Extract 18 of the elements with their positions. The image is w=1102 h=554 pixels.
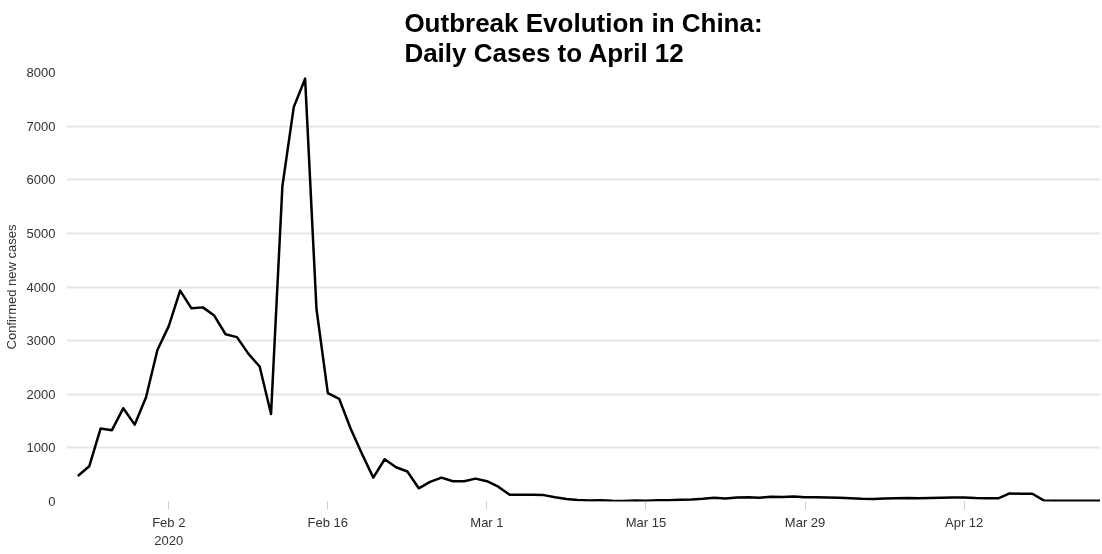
y-axis-title: Confirmed new cases — [3, 224, 19, 350]
x-tick-label: Mar 1 — [470, 514, 504, 530]
x-tick-label: Apr 12 — [945, 514, 984, 530]
x-tick-label: Feb 16 — [307, 514, 349, 530]
y-tick-label: 0 — [48, 494, 56, 509]
x-tick-label: Feb 2 2020 — [152, 514, 186, 548]
y-tick-label: 5000 — [26, 225, 56, 241]
line-series — [76, 77, 1100, 502]
x-tick-label: Mar 29 — [784, 514, 826, 530]
y-tick-label: 3000 — [26, 333, 56, 349]
chart-title: Outbreak Evolution in China: Daily Cases to April 12 — [404, 7, 763, 68]
y-tick-label: 8000 — [26, 65, 56, 80]
y-tick-label: 1000 — [26, 440, 56, 456]
y-tick-label: 6000 — [26, 172, 56, 188]
y-tick-label: 2000 — [26, 386, 56, 402]
x-tick-label: Mar 15 — [625, 514, 667, 530]
y-tick-label: 7000 — [26, 118, 56, 134]
y-tick-label: 4000 — [26, 279, 56, 295]
